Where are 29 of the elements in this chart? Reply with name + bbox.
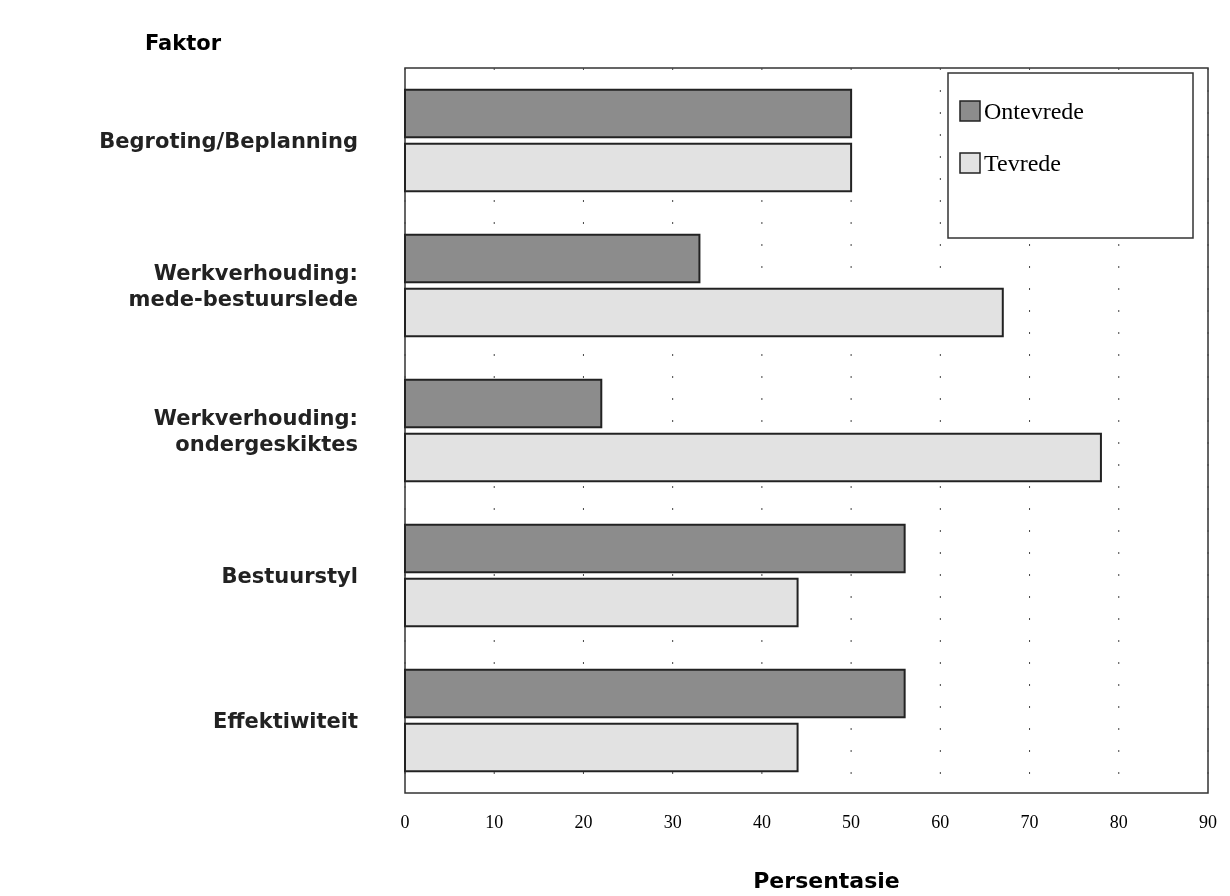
legend-label: Ontevrede <box>984 98 1084 124</box>
bar <box>404 378 603 429</box>
bar <box>404 523 906 574</box>
x-tick-label: 70 <box>1020 812 1039 832</box>
x-tick-label: 60 <box>931 812 950 832</box>
x-tick-label: 50 <box>842 812 861 832</box>
x-tick-label: 80 <box>1109 812 1128 832</box>
bar <box>404 722 799 773</box>
y-tick-label: Werkverhouding: mede-bestuurslede <box>128 260 358 311</box>
y-axis-title: Faktor <box>144 31 222 55</box>
y-tick-label: Effektiwiteit <box>213 708 358 733</box>
y-tick-label: Werkverhouding: ondergeskiktes <box>153 405 358 456</box>
bar <box>404 287 1004 338</box>
bar <box>404 577 799 628</box>
x-tick-label: 20 <box>574 812 593 832</box>
y-tick-label: Bestuurstyl <box>221 563 358 588</box>
bar <box>404 668 906 719</box>
x-axis-title: Persentasie <box>753 868 900 893</box>
x-tick-label: 10 <box>485 812 504 832</box>
x-tick-label: 30 <box>663 812 682 832</box>
bar <box>404 432 1102 483</box>
legend-label: Tevrede <box>984 150 1061 176</box>
x-tick-label: 0 <box>400 812 410 832</box>
y-tick-label: Begroting/Beplanning <box>99 128 358 153</box>
bar <box>404 233 701 284</box>
x-tick-label: 90 <box>1199 812 1217 832</box>
x-tick-label: 40 <box>752 812 771 832</box>
bar <box>404 88 853 139</box>
bar <box>404 142 853 193</box>
